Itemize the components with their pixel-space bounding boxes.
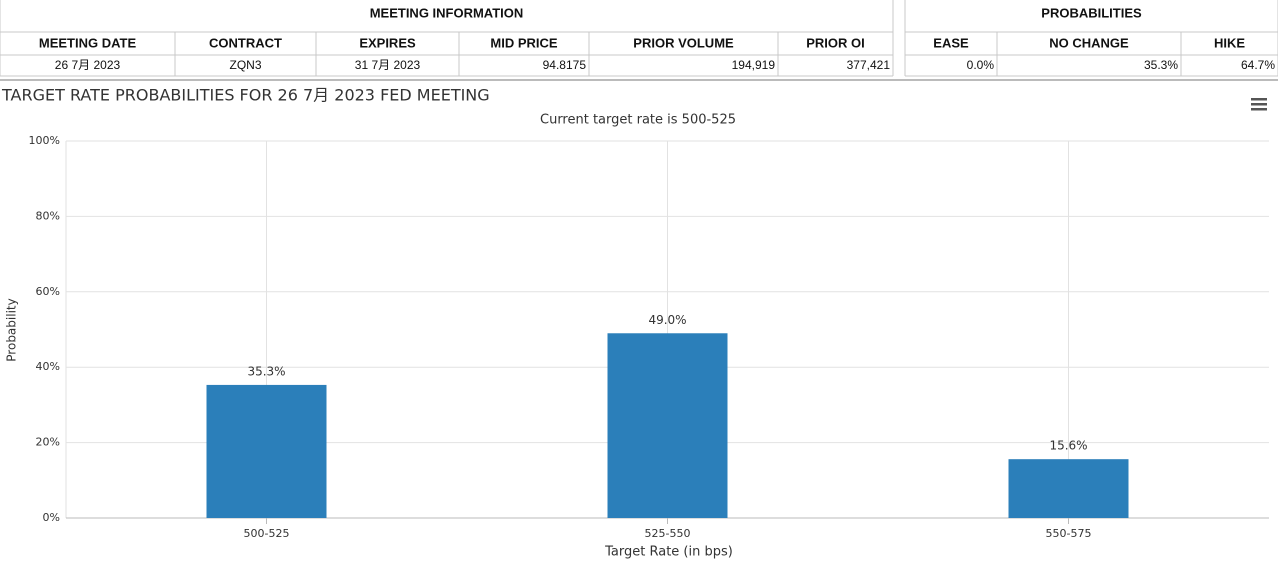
y-tick-label: 40%	[36, 360, 60, 373]
y-tick-label: 60%	[36, 285, 60, 298]
table-cell: 64.7%	[1241, 58, 1275, 72]
y-tick-label: 100%	[29, 134, 60, 147]
column-header: EASE	[933, 35, 969, 50]
y-tick-label: 80%	[36, 209, 60, 222]
column-header: NO CHANGE	[1049, 35, 1129, 50]
table-title: MEETING INFORMATION	[370, 5, 524, 20]
table-cell: 35.3%	[1144, 58, 1178, 72]
bar	[206, 384, 327, 518]
column-header: MID PRICE	[490, 35, 558, 50]
table-cell: 377,421	[847, 58, 891, 72]
column-header: CONTRACT	[209, 35, 282, 50]
menu-bar	[1251, 108, 1267, 111]
table-cell: 194,919	[732, 58, 776, 72]
column-header: EXPIRES	[359, 35, 416, 50]
table-cell: ZQN3	[229, 58, 261, 72]
menu-bar	[1251, 98, 1267, 101]
y-tick-label: 0%	[43, 511, 60, 524]
table-title: PROBABILITIES	[1041, 5, 1142, 20]
table-cell: 26 7月 2023	[55, 58, 121, 72]
bar	[1008, 459, 1129, 518]
x-tick-label: 525-550	[645, 527, 691, 540]
y-tick-label: 20%	[36, 436, 60, 449]
x-tick-label: 500-525	[244, 527, 290, 540]
x-axis-title: Target Rate (in bps)	[604, 545, 733, 560]
table-cell: 31 7月 2023	[355, 58, 421, 72]
column-header: MEETING DATE	[39, 35, 137, 50]
chart-subtitle: Current target rate is 500-525	[540, 113, 736, 128]
data-label: 15.6%	[1049, 439, 1087, 453]
y-axis-title: Probability	[5, 298, 19, 361]
table-cell: 94.8175	[543, 58, 587, 72]
bar	[607, 333, 728, 518]
x-tick-label: 550-575	[1046, 527, 1092, 540]
column-header: PRIOR OI	[806, 35, 865, 50]
column-header: PRIOR VOLUME	[633, 35, 734, 50]
data-label: 35.3%	[247, 364, 285, 378]
table-cell: 0.0%	[967, 58, 995, 72]
menu-icon[interactable]	[1251, 98, 1267, 111]
data-label: 49.0%	[648, 313, 686, 327]
chart-title: TARGET RATE PROBABILITIES FOR 26 7月 2023…	[1, 86, 490, 105]
table-area	[0, 0, 1278, 80]
column-header: HIKE	[1214, 35, 1245, 50]
menu-bar	[1251, 103, 1267, 106]
